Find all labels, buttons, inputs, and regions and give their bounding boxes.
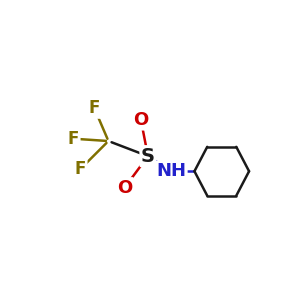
- Text: F: F: [68, 130, 79, 148]
- Text: O: O: [117, 178, 132, 196]
- Text: F: F: [75, 160, 86, 178]
- Text: S: S: [141, 147, 155, 166]
- Text: O: O: [133, 111, 148, 129]
- Text: NH: NH: [156, 162, 186, 180]
- Text: F: F: [89, 100, 100, 118]
